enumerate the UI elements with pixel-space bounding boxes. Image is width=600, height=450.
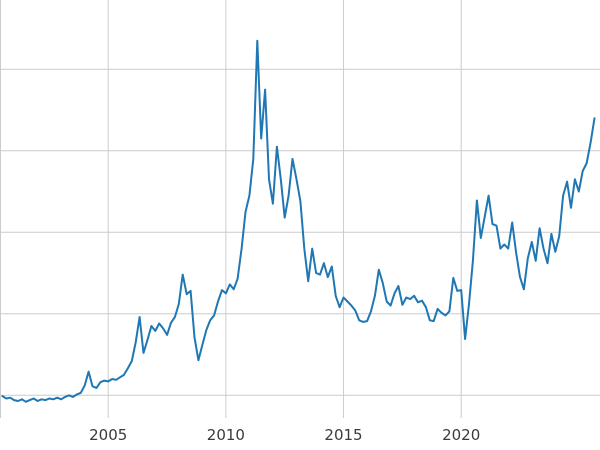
x-axis-tick-label: 2010 (207, 426, 245, 444)
x-axis-tick-label: 2015 (324, 426, 362, 444)
price-series-line (1, 39, 596, 403)
x-axis-tick-label: 2020 (442, 426, 480, 444)
x-axis-tick-label: 2005 (89, 426, 127, 444)
